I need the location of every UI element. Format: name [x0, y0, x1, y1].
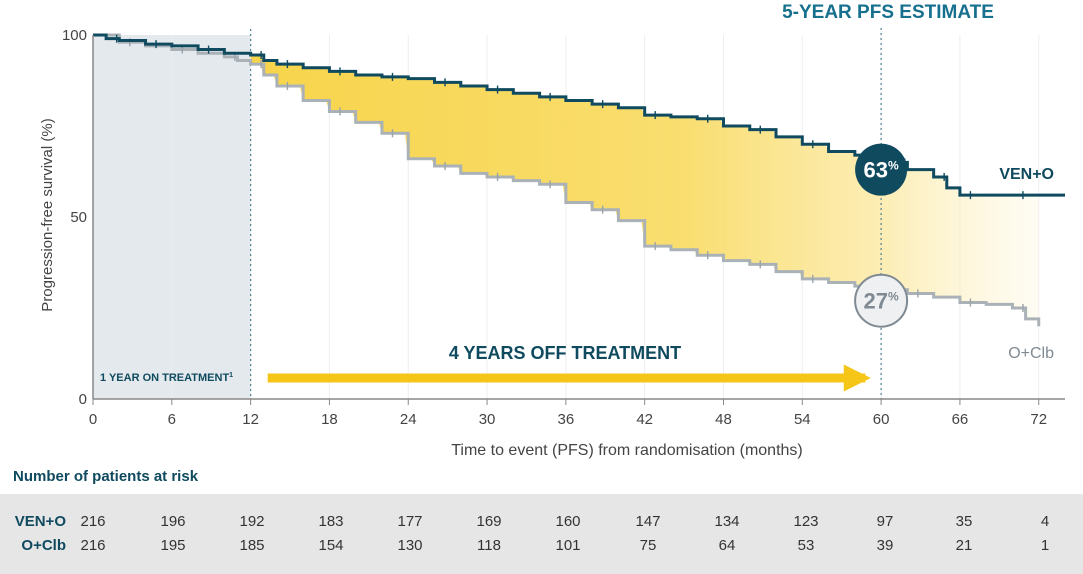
y-axis-label: Progression-free survival (%) — [39, 118, 56, 311]
x-tick-label: 6 — [168, 411, 176, 428]
risk-value: 1 — [1040, 537, 1050, 554]
off-treatment-label: 4 YEARS OFF TREATMENT — [449, 343, 681, 363]
risk-value: 216 — [80, 537, 106, 554]
risk-value: 53 — [797, 537, 815, 554]
chart-title: 5-YEAR PFS ESTIMATE — [782, 2, 994, 23]
risk-value: 118 — [477, 537, 501, 554]
censor-marks-ven-o — [115, 34, 1024, 200]
risk-table: VEN+O 216 196 192 183 177 169 160 147 13… — [0, 494, 1083, 574]
risk-value: 130 — [397, 537, 423, 554]
x-tick-label: 66 — [952, 411, 969, 428]
x-axis-label: Time to event (PFS) from randomisation (… — [451, 442, 803, 459]
y-tick-label: 100 — [62, 27, 87, 44]
risk-row-o-clb: O+Clb 216 195 185 154 130 118 101 75 64 … — [0, 537, 1083, 559]
risk-value: 147 — [635, 513, 661, 530]
x-tick-label: 0 — [89, 411, 97, 428]
series-line-o-clb — [93, 33, 1041, 327]
y-tick-label: 50 — [70, 209, 87, 226]
risk-value: 195 — [160, 537, 186, 554]
x-tick-label: 48 — [715, 411, 732, 428]
risk-value: 196 — [160, 513, 186, 530]
x-tick-label: 12 — [242, 411, 259, 428]
risk-value: 21 — [955, 537, 973, 554]
ven-o-end-label: VEN+O — [999, 166, 1054, 183]
x-tick-label: 60 — [873, 411, 890, 428]
risk-value: 192 — [239, 513, 265, 530]
x-tick-label: 36 — [558, 411, 575, 428]
x-tick-label: 54 — [794, 411, 811, 428]
risk-value: 64 — [718, 537, 736, 554]
ven-o-estimate-bubble — [855, 143, 908, 196]
risk-value: 4 — [1040, 513, 1050, 530]
risk-value: 39 — [876, 537, 894, 554]
risk-value: 185 — [239, 537, 265, 554]
risk-value: 183 — [318, 513, 344, 530]
y-axis-ticks: 0 50 100 — [62, 27, 87, 408]
risk-value: 101 — [555, 537, 581, 554]
risk-value: 177 — [397, 513, 423, 530]
risk-value: 169 — [476, 513, 502, 530]
on-treatment-label: 1 YEAR ON TREATMENT1 — [100, 372, 233, 384]
risk-row-ven-o: VEN+O 216 196 192 183 177 169 160 147 13… — [0, 513, 1083, 535]
x-tick-label: 30 — [479, 411, 496, 428]
risk-value: 75 — [639, 537, 657, 554]
risk-value: 123 — [793, 513, 819, 530]
difference-band — [250, 55, 1039, 327]
risk-table-title: Number of patients at risk — [13, 468, 199, 485]
risk-row-label: O+Clb — [21, 537, 66, 554]
risk-value: 160 — [555, 513, 581, 530]
x-axis-ticks: 0 6 12 18 24 30 36 42 48 54 60 66 72 — [89, 399, 1047, 428]
y-tick-label: 0 — [79, 391, 87, 408]
risk-value: 97 — [876, 513, 894, 530]
x-tick-label: 42 — [636, 411, 653, 428]
risk-row-label: VEN+O — [14, 513, 66, 530]
risk-value: 154 — [318, 537, 344, 554]
risk-value: 134 — [714, 513, 740, 530]
o-clb-estimate-bubble — [854, 273, 909, 328]
x-tick-label: 72 — [1030, 411, 1047, 428]
x-tick-label: 18 — [321, 411, 338, 428]
risk-value: 35 — [955, 513, 973, 530]
ven-o-estimate-value: 63% — [864, 158, 899, 183]
risk-value: 216 — [80, 513, 106, 530]
o-clb-estimate-value: 27% — [864, 289, 899, 314]
o-clb-end-label: O+Clb — [1008, 345, 1054, 362]
x-tick-label: 24 — [400, 411, 417, 428]
pfs-chart: 0 6 12 18 24 30 36 42 48 54 60 66 72 0 50 100 Progress… — [39, 2, 1065, 459]
